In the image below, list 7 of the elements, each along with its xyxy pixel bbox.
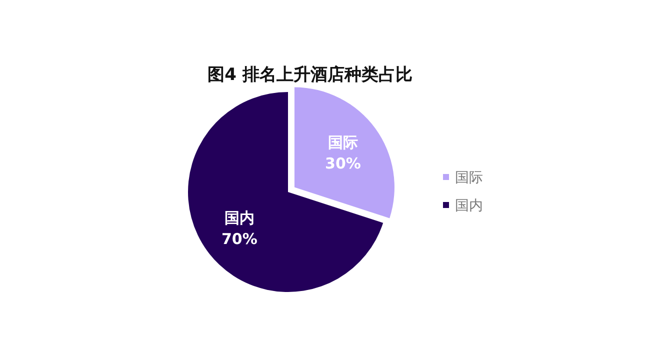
- data-label: 70%: [222, 230, 258, 248]
- legend-label: 国内: [455, 198, 483, 214]
- chart-title: 图4 排名上升酒店种类占比: [208, 65, 412, 85]
- slice-label: 国内: [224, 208, 254, 227]
- data-label: 30%: [325, 154, 361, 173]
- legend-label: 国际: [455, 170, 483, 186]
- slice-label: 国际: [328, 134, 358, 152]
